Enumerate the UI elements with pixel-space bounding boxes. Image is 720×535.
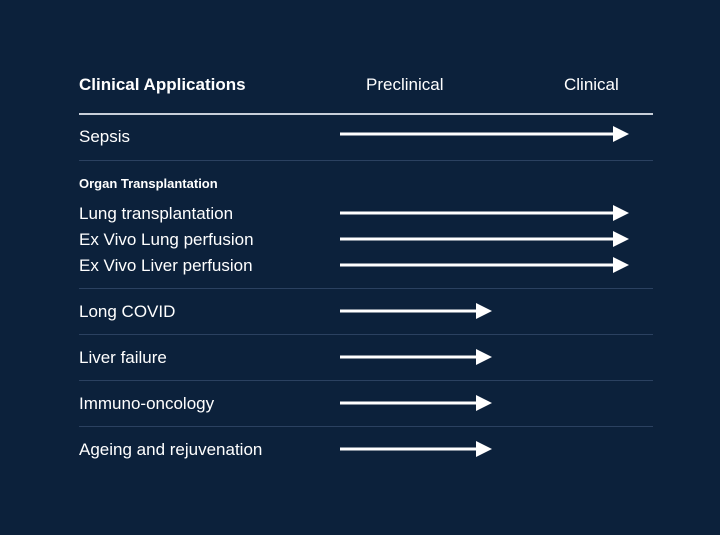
arrow-head-icon: [613, 257, 629, 273]
arrow-head-icon: [476, 303, 492, 319]
row-divider: [79, 334, 653, 335]
row-label-sepsis: Sepsis: [79, 127, 131, 146]
arrow-head-icon: [476, 395, 492, 411]
arrow-head-icon: [613, 205, 629, 221]
row-label-immuno-oncology: Immuno-oncology: [79, 394, 215, 413]
arrow-head-icon: [476, 441, 492, 457]
row-label-liver-failure: Liver failure: [79, 348, 167, 367]
row-divider: [79, 288, 653, 289]
stage-arrow-sepsis: [340, 126, 629, 142]
stage-arrow-lung-transplantation: [340, 205, 629, 221]
row-divider: [79, 426, 653, 427]
stage-arrow-ex-vivo-liver-perfusion: [340, 257, 629, 273]
row-divider: [79, 160, 653, 161]
arrow-head-icon: [476, 349, 492, 365]
column-header-applications: Clinical Applications: [79, 75, 246, 94]
stage-arrow-immuno-oncology: [340, 395, 492, 411]
group-label-organ-transplantation: Organ Transplantation: [79, 176, 218, 191]
stage-header-preclinical: Preclinical: [366, 75, 444, 94]
arrow-head-icon: [613, 231, 629, 247]
stage-arrow-ageing-and-rejuvenation: [340, 441, 492, 457]
stage-arrow-long-covid: [340, 303, 492, 319]
stage-arrow-ex-vivo-lung-perfusion: [340, 231, 629, 247]
row-label-long-covid: Long COVID: [79, 302, 176, 321]
stage-header-clinical: Clinical: [564, 75, 619, 94]
row-label-ex-vivo-lung-perfusion: Ex Vivo Lung perfusion: [79, 230, 254, 249]
row-label-lung-transplantation: Lung transplantation: [79, 204, 234, 223]
arrow-head-icon: [613, 126, 629, 142]
row-divider: [79, 380, 653, 381]
row-label-ex-vivo-liver-perfusion: Ex Vivo Liver perfusion: [79, 256, 253, 275]
stage-arrow-liver-failure: [340, 349, 492, 365]
header-rule: [79, 113, 653, 115]
row-label-ageing-and-rejuvenation: Ageing and rejuvenation: [79, 440, 263, 459]
